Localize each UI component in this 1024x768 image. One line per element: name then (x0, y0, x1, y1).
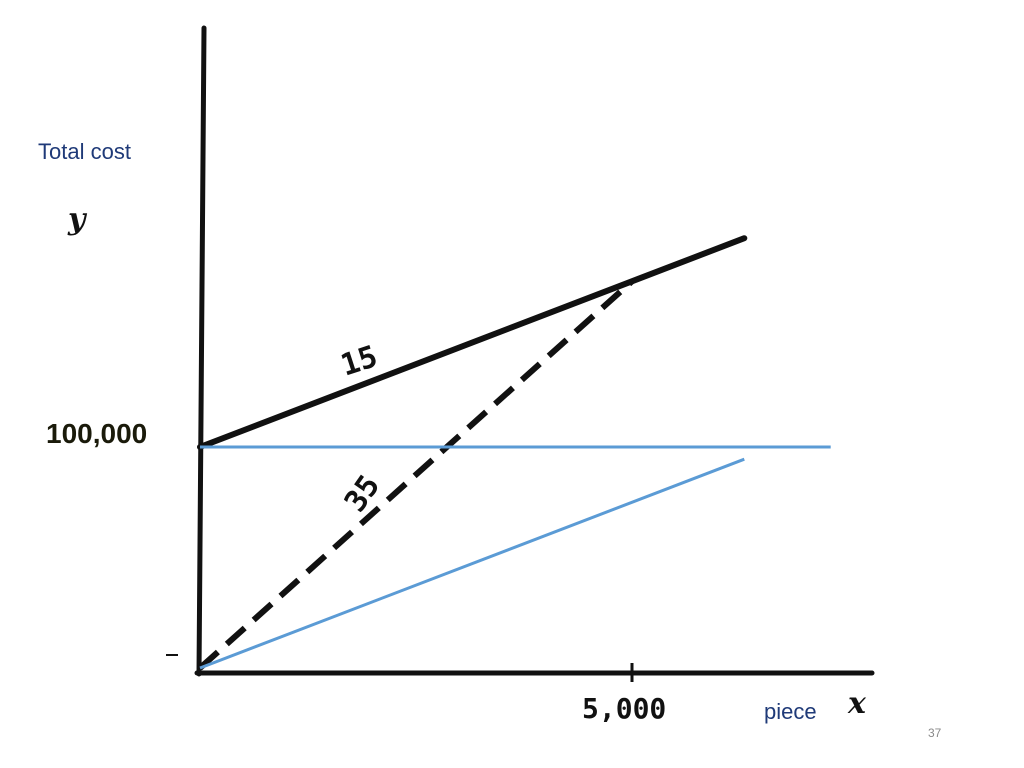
series-line-35 (197, 279, 635, 671)
series-label-35: 35 (338, 469, 387, 519)
y-axis-letter: y (68, 202, 86, 237)
x-axis-letter: x (848, 686, 866, 721)
series-line-variable-cost (199, 457, 745, 670)
y-axis (196, 25, 207, 677)
x-tick-label: 5,000 (582, 692, 667, 725)
page-number: 37 (928, 726, 942, 740)
y-axis-label: Total cost (38, 139, 131, 164)
x-axis-label: piece (764, 699, 817, 724)
y-tick-label: 100,000 (46, 418, 148, 449)
series-line-15 (197, 235, 748, 450)
